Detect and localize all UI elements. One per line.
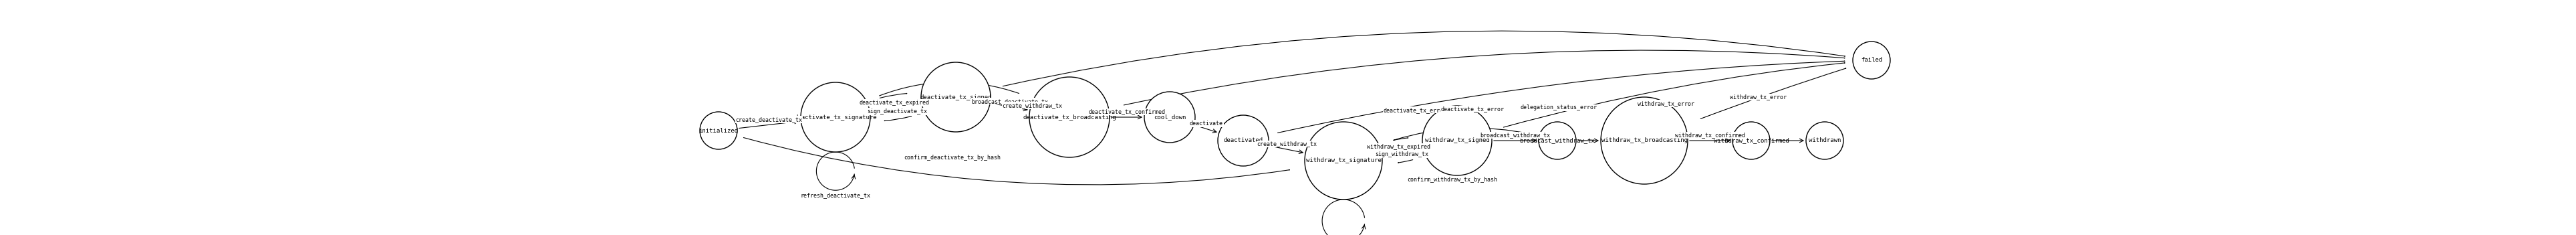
Circle shape xyxy=(801,82,871,152)
Text: deactivate_tx_confirmed: deactivate_tx_confirmed xyxy=(1087,109,1164,115)
FancyArrowPatch shape xyxy=(878,82,1018,96)
Circle shape xyxy=(1218,115,1267,166)
FancyArrowPatch shape xyxy=(1394,138,1406,140)
Text: confirm_withdraw_tx_by_hash: confirm_withdraw_tx_by_hash xyxy=(1406,177,1497,183)
FancyArrowPatch shape xyxy=(1399,160,1412,163)
Text: failed: failed xyxy=(1860,57,1883,63)
Text: withdraw_tx_confirmed: withdraw_tx_confirmed xyxy=(1713,137,1788,144)
Text: deactivate_tx_signature: deactivate_tx_signature xyxy=(793,114,876,120)
Circle shape xyxy=(920,62,989,132)
Text: broadcast_withdraw_tx: broadcast_withdraw_tx xyxy=(1479,132,1551,138)
Circle shape xyxy=(1303,122,1381,200)
Text: withdraw_tx_signature: withdraw_tx_signature xyxy=(1306,158,1381,164)
Text: deactivate: deactivate xyxy=(1190,121,1224,126)
FancyArrowPatch shape xyxy=(1394,128,1533,140)
Text: refresh_deactivate_tx: refresh_deactivate_tx xyxy=(801,192,871,198)
FancyArrowPatch shape xyxy=(884,116,912,121)
Text: deactivate_tx_broadcasting: deactivate_tx_broadcasting xyxy=(1023,114,1115,120)
FancyArrowPatch shape xyxy=(1700,68,1844,119)
Text: withdraw_tx_confirmed: withdraw_tx_confirmed xyxy=(1674,132,1744,138)
Text: create_withdraw_tx: create_withdraw_tx xyxy=(1002,102,1061,109)
Circle shape xyxy=(1600,97,1687,184)
Circle shape xyxy=(1144,92,1195,143)
FancyArrowPatch shape xyxy=(878,93,907,98)
FancyArrowPatch shape xyxy=(744,138,1288,185)
Circle shape xyxy=(1852,42,1891,79)
Text: create_withdraw_tx: create_withdraw_tx xyxy=(1257,141,1316,147)
Text: initialized: initialized xyxy=(698,128,739,133)
FancyArrowPatch shape xyxy=(1504,63,1844,127)
FancyArrowPatch shape xyxy=(1123,50,1844,105)
Text: withdrawn: withdrawn xyxy=(1808,137,1839,144)
FancyArrowPatch shape xyxy=(1278,61,1844,133)
Text: broadcast_withdraw_tx: broadcast_withdraw_tx xyxy=(1520,137,1595,144)
Text: deactivate_tx_signed: deactivate_tx_signed xyxy=(920,94,992,100)
Circle shape xyxy=(1731,122,1770,159)
Text: withdraw_tx_expired: withdraw_tx_expired xyxy=(1368,144,1430,150)
Circle shape xyxy=(1422,106,1492,175)
Text: withdraw_tx_signed: withdraw_tx_signed xyxy=(1425,137,1489,144)
Text: deactivate_tx_error: deactivate_tx_error xyxy=(1440,106,1504,112)
Text: broadcast_deactivate_tx: broadcast_deactivate_tx xyxy=(971,98,1048,104)
Text: deactivate_tx_expired: deactivate_tx_expired xyxy=(858,100,930,106)
Text: withdraw_tx_broadcasting: withdraw_tx_broadcasting xyxy=(1600,137,1687,144)
Circle shape xyxy=(1806,122,1842,159)
FancyArrowPatch shape xyxy=(1002,31,1844,86)
Text: sign_withdraw_tx: sign_withdraw_tx xyxy=(1376,151,1427,157)
Text: cool_down: cool_down xyxy=(1154,114,1185,120)
Circle shape xyxy=(701,112,737,149)
Circle shape xyxy=(1028,77,1110,157)
Text: withdraw_tx_error: withdraw_tx_error xyxy=(1728,94,1788,100)
Text: delegation_status_error: delegation_status_error xyxy=(1520,105,1597,111)
Text: deactivate_tx_error: deactivate_tx_error xyxy=(1383,107,1448,113)
Text: withdraw_tx_error: withdraw_tx_error xyxy=(1638,100,1695,106)
Text: deactivated: deactivated xyxy=(1224,137,1262,144)
Text: confirm_deactivate_tx_by_hash: confirm_deactivate_tx_by_hash xyxy=(904,154,999,160)
Text: create_deactivate_tx: create_deactivate_tx xyxy=(734,116,801,122)
Text: sign_deactivate_tx: sign_deactivate_tx xyxy=(868,108,927,114)
Circle shape xyxy=(1538,122,1577,159)
